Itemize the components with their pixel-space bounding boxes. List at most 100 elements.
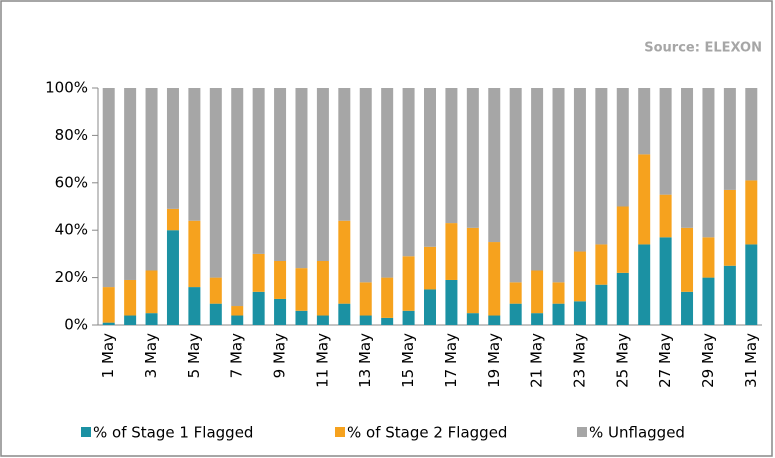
- bar-segment: [573, 301, 586, 325]
- bar-segment: [124, 315, 137, 325]
- bar-segment: [381, 317, 394, 325]
- legend-swatch: [577, 427, 587, 437]
- x-tick-label: 21 May: [528, 333, 546, 388]
- bar-segment: [402, 310, 415, 325]
- bar-segment: [295, 88, 308, 269]
- bar-segment: [252, 88, 265, 254]
- y-tick-label: 0%: [64, 316, 88, 334]
- bar-segment: [316, 315, 329, 325]
- bar-segment: [445, 88, 458, 224]
- bar-segment: [424, 88, 436, 247]
- bar-segment: [188, 220, 201, 288]
- x-tick-label: 15 May: [399, 333, 417, 388]
- bar-segment: [745, 88, 758, 181]
- y-tick-label: 80%: [55, 126, 88, 144]
- bar-segment: [723, 189, 736, 266]
- bar-segment: [359, 315, 372, 325]
- x-tick-label: 31 May: [742, 333, 760, 388]
- bar-segment: [102, 322, 115, 325]
- legend-swatch: [81, 427, 91, 437]
- bar-segment: [552, 303, 565, 325]
- x-tick-label: 5 May: [185, 333, 203, 378]
- bar-segment: [402, 256, 415, 311]
- bar-segment: [166, 88, 179, 209]
- bar-segment: [316, 261, 329, 316]
- bar-segment: [338, 220, 351, 304]
- bar-segment: [488, 242, 501, 316]
- bar-segment: [488, 88, 501, 243]
- bar-segment: [359, 88, 372, 283]
- bar-segment: [274, 88, 287, 262]
- bar-segment: [466, 313, 479, 325]
- bar-segment: [188, 88, 201, 221]
- bar-segment: [295, 310, 308, 325]
- bar-segment: [702, 277, 715, 325]
- bar-segment: [659, 194, 672, 238]
- bar-segment: [509, 282, 522, 304]
- bar-segment: [166, 208, 179, 231]
- x-tick-label: 11 May: [313, 333, 331, 388]
- bar-segment: [188, 287, 201, 325]
- bar-segment: [445, 279, 458, 325]
- bar-segment: [124, 279, 137, 316]
- bar-segment: [102, 287, 115, 323]
- bar-segment: [509, 303, 522, 325]
- bar-segment: [424, 289, 436, 325]
- bar-segment: [145, 88, 158, 271]
- bar-segment: [616, 88, 629, 207]
- bar-segment: [274, 261, 287, 299]
- bar-segment: [274, 298, 287, 325]
- bar-segment: [531, 88, 544, 271]
- x-tick-label: 25 May: [613, 333, 631, 388]
- bar-segment: [723, 88, 736, 190]
- bar-segment: [145, 313, 158, 325]
- bar-segment: [295, 268, 308, 311]
- bar-segment: [466, 227, 479, 314]
- bar-segment: [595, 284, 608, 325]
- legend-swatch: [335, 427, 345, 437]
- bar-segment: [681, 88, 694, 228]
- bar-segment: [209, 277, 222, 304]
- x-tick-label: 27 May: [656, 333, 674, 388]
- bar-segment: [209, 88, 222, 278]
- bar-segment: [402, 88, 415, 257]
- bar-segment: [681, 227, 694, 292]
- bar-segment: [745, 180, 758, 245]
- bar-segment: [702, 237, 715, 278]
- x-tick-label: 7 May: [228, 333, 246, 378]
- bar-segment: [231, 306, 244, 316]
- bar-segment: [659, 88, 672, 195]
- bar-segment: [638, 244, 651, 325]
- bar-segment: [338, 88, 351, 221]
- bar-segment: [531, 270, 544, 314]
- bar-segment: [552, 88, 565, 283]
- bar-segment: [231, 88, 244, 307]
- bar-segment: [595, 244, 608, 285]
- source-note: Source: ELEXON: [644, 41, 762, 56]
- y-tick-label: 60%: [55, 173, 88, 191]
- bar-segment: [102, 88, 115, 288]
- bar-segment: [381, 88, 394, 278]
- x-tick-label: 3 May: [142, 333, 160, 378]
- legend-label: % of Stage 1 Flagged: [93, 424, 253, 442]
- bar-segment: [616, 206, 629, 273]
- y-tick-label: 100%: [45, 79, 88, 97]
- legend-label: % Unflagged: [589, 424, 685, 442]
- bar-segment: [145, 270, 158, 314]
- bar-segment: [681, 291, 694, 325]
- bar-segment: [638, 154, 651, 245]
- y-tick-label: 40%: [55, 221, 88, 239]
- bar-segment: [745, 244, 758, 325]
- legend-label: % of Stage 2 Flagged: [347, 424, 507, 442]
- bar-segment: [424, 246, 436, 290]
- bar-segment: [573, 251, 586, 302]
- x-tick-label: 17 May: [442, 333, 460, 388]
- bar-segment: [466, 88, 479, 228]
- bar-segment: [723, 265, 736, 325]
- bar-segment: [616, 272, 629, 325]
- x-tick-label: 13 May: [356, 333, 374, 388]
- bar-segment: [338, 303, 351, 325]
- bar-segment: [638, 88, 651, 155]
- bar-segment: [488, 315, 501, 325]
